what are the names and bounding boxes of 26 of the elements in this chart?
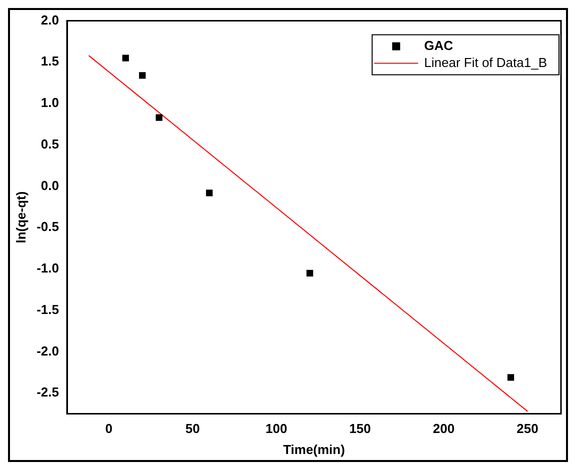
y-tick-label: 2.0 — [40, 12, 59, 28]
x-tick-label: 100 — [265, 421, 288, 436]
y-tick-label: -1.0 — [36, 260, 59, 276]
x-tick-label: 250 — [516, 421, 538, 436]
x-tick-label: 0 — [105, 421, 112, 436]
y-axis-title: ln(qe-qt) — [13, 191, 28, 244]
point — [306, 270, 314, 276]
legend-label: GAC — [424, 38, 454, 53]
x-tick-label: 50 — [185, 421, 200, 436]
legend-label: Linear Fit of Data1_B — [424, 54, 548, 70]
y-tick-label: 1.0 — [40, 95, 59, 110]
point — [122, 54, 129, 62]
y-tick-label: -2.5 — [36, 384, 59, 400]
point — [507, 374, 514, 381]
y-tick-label: -2.0 — [36, 343, 59, 358]
y-tick-label: 1.5 — [40, 54, 59, 69]
x-tick-label: 150 — [349, 421, 371, 436]
y-tick-label: -1.5 — [36, 302, 59, 317]
y-tick-label: 0.0 — [40, 178, 59, 193]
y-tick-label: 0.5 — [40, 136, 59, 152]
x-tick-label: 200 — [432, 421, 455, 436]
point — [156, 114, 162, 121]
x-axis-title: Time(min) — [283, 442, 345, 457]
point — [139, 72, 146, 79]
y-tick-label: -0.5 — [36, 219, 59, 234]
point — [206, 190, 213, 196]
